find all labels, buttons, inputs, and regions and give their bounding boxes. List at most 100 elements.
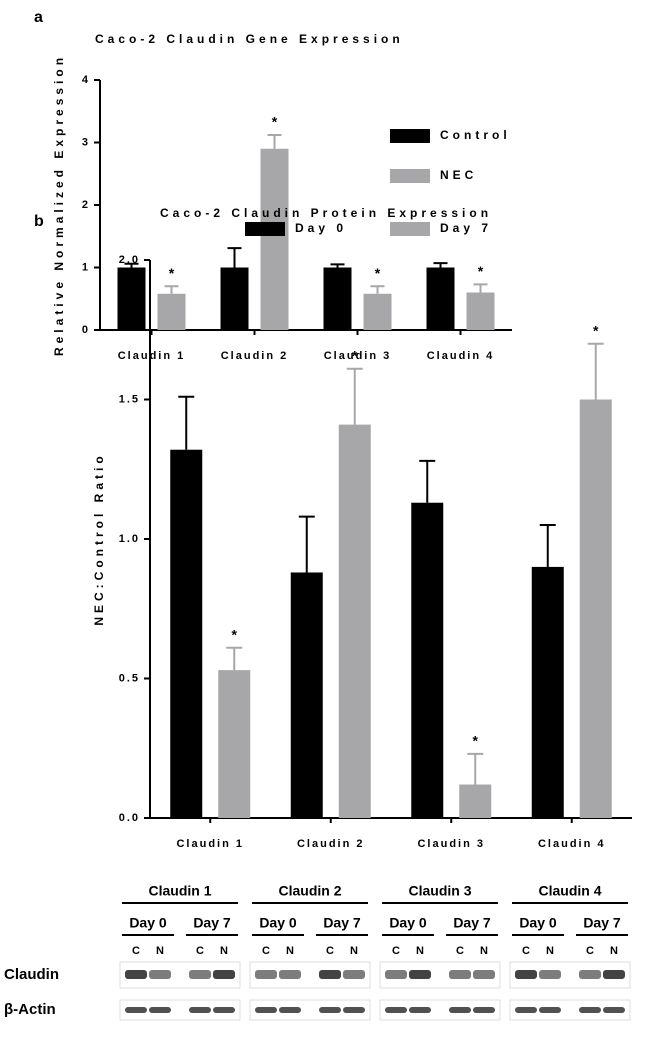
significance-marker: * — [232, 627, 238, 643]
significance-marker: * — [593, 322, 599, 338]
y-axis-label: NEC:Control Ratio — [92, 452, 106, 625]
blot-band — [279, 1007, 301, 1013]
y-tick-label: 2 — [82, 199, 90, 211]
legend-swatch — [245, 222, 285, 236]
lane-label: N — [610, 945, 618, 957]
blot-band — [515, 1007, 537, 1013]
blot-band — [473, 1007, 495, 1013]
bar — [411, 503, 443, 818]
blot-band — [385, 970, 407, 979]
blot-band — [515, 970, 537, 979]
blot-band — [579, 1007, 601, 1013]
y-tick-label: 1 — [82, 261, 90, 273]
legend-label: Day 7 — [440, 221, 492, 235]
blot-band — [213, 970, 235, 979]
legend-swatch — [390, 169, 430, 183]
lane-label: C — [326, 945, 334, 957]
y-tick-label: 4 — [82, 74, 90, 86]
blot-band — [473, 970, 495, 979]
panel-label: a — [34, 9, 43, 26]
blot-band — [125, 970, 147, 979]
blot-band — [189, 1007, 211, 1013]
blot-band — [319, 970, 341, 979]
blot-band — [149, 970, 171, 979]
lane-label: N — [350, 945, 358, 957]
bar — [364, 294, 392, 330]
y-tick-label: 3 — [82, 136, 90, 148]
blot-band — [255, 1007, 277, 1013]
bar — [467, 293, 495, 331]
bar — [261, 149, 289, 330]
blot-band — [409, 1007, 431, 1013]
x-tick-label: Claudin 3 — [324, 350, 392, 362]
blot-day-label: Day 0 — [519, 915, 557, 931]
significance-marker: * — [352, 348, 358, 364]
blot-day-label: Day 0 — [389, 915, 427, 931]
blot-day-label: Day 0 — [129, 915, 167, 931]
lane-label: C — [196, 945, 204, 957]
figure: a b Caco-2 Claudin Gene Expression Relati… — [0, 0, 650, 1048]
lane-label: C — [262, 945, 270, 957]
blot-group-label: Claudin 4 — [538, 883, 601, 899]
y-tick-label: 1.0 — [119, 533, 140, 545]
y-axis-label: Relative Normalized Expression — [52, 54, 66, 356]
significance-marker: * — [272, 114, 278, 130]
blot-band — [149, 1007, 171, 1013]
significance-marker: * — [169, 265, 175, 281]
lane-label: N — [220, 945, 228, 957]
blot-band — [213, 1007, 235, 1013]
blot-day-label: Day 7 — [323, 915, 361, 931]
y-tick-label: 1.5 — [119, 393, 140, 405]
blot-group-label: Claudin 2 — [278, 883, 341, 899]
blot-band — [579, 970, 601, 979]
blot-band — [539, 1007, 561, 1013]
lane-label: C — [456, 945, 464, 957]
x-tick-label: Claudin 2 — [297, 838, 365, 850]
legend-swatch — [390, 222, 430, 236]
bar — [221, 268, 249, 331]
lane-label: N — [286, 945, 294, 957]
blot-band — [255, 970, 277, 979]
chart-title: Caco-2 Claudin Gene Expression — [95, 32, 404, 46]
y-tick-label: 0.0 — [119, 812, 140, 824]
lane-label: C — [522, 945, 530, 957]
x-tick-label: Claudin 1 — [118, 350, 186, 362]
panel-label: b — [34, 213, 44, 230]
bar — [532, 567, 564, 818]
bar — [580, 400, 612, 819]
blot-group-label: Claudin 1 — [148, 883, 211, 899]
blot-band — [319, 1007, 341, 1013]
blot-day-label: Day 7 — [453, 915, 491, 931]
bar — [291, 572, 323, 818]
significance-marker: * — [478, 263, 484, 279]
y-tick-label: 0.5 — [119, 672, 140, 684]
significance-marker: * — [375, 265, 381, 281]
blot-band — [343, 970, 365, 979]
blot-day-label: Day 0 — [259, 915, 297, 931]
x-tick-label: Claudin 3 — [417, 838, 485, 850]
blot-row-label: Claudin — [4, 966, 59, 983]
bar — [339, 425, 371, 818]
blot-band — [385, 1007, 407, 1013]
significance-marker: * — [473, 733, 479, 749]
legend-label: Day 0 — [295, 221, 347, 235]
blot-group-label: Claudin 3 — [408, 883, 471, 899]
lane-label: N — [156, 945, 164, 957]
legend-label: NEC — [440, 168, 477, 182]
bar — [170, 450, 202, 818]
blot-band — [449, 1007, 471, 1013]
blot-band — [603, 970, 625, 979]
legend-label: Control — [440, 128, 511, 142]
blot-band — [603, 1007, 625, 1013]
lane-label: C — [586, 945, 594, 957]
blot-band — [343, 1007, 365, 1013]
lane-label: N — [416, 945, 424, 957]
legend-swatch — [390, 129, 430, 143]
x-tick-label: Claudin 1 — [176, 838, 244, 850]
bar — [427, 268, 455, 331]
y-tick-label: 2.0 — [119, 254, 140, 266]
chart-title: Caco-2 Claudin Protein Expression — [160, 206, 492, 220]
bar — [324, 268, 352, 331]
blot-band — [189, 970, 211, 979]
x-tick-label: Claudin 4 — [538, 838, 606, 850]
